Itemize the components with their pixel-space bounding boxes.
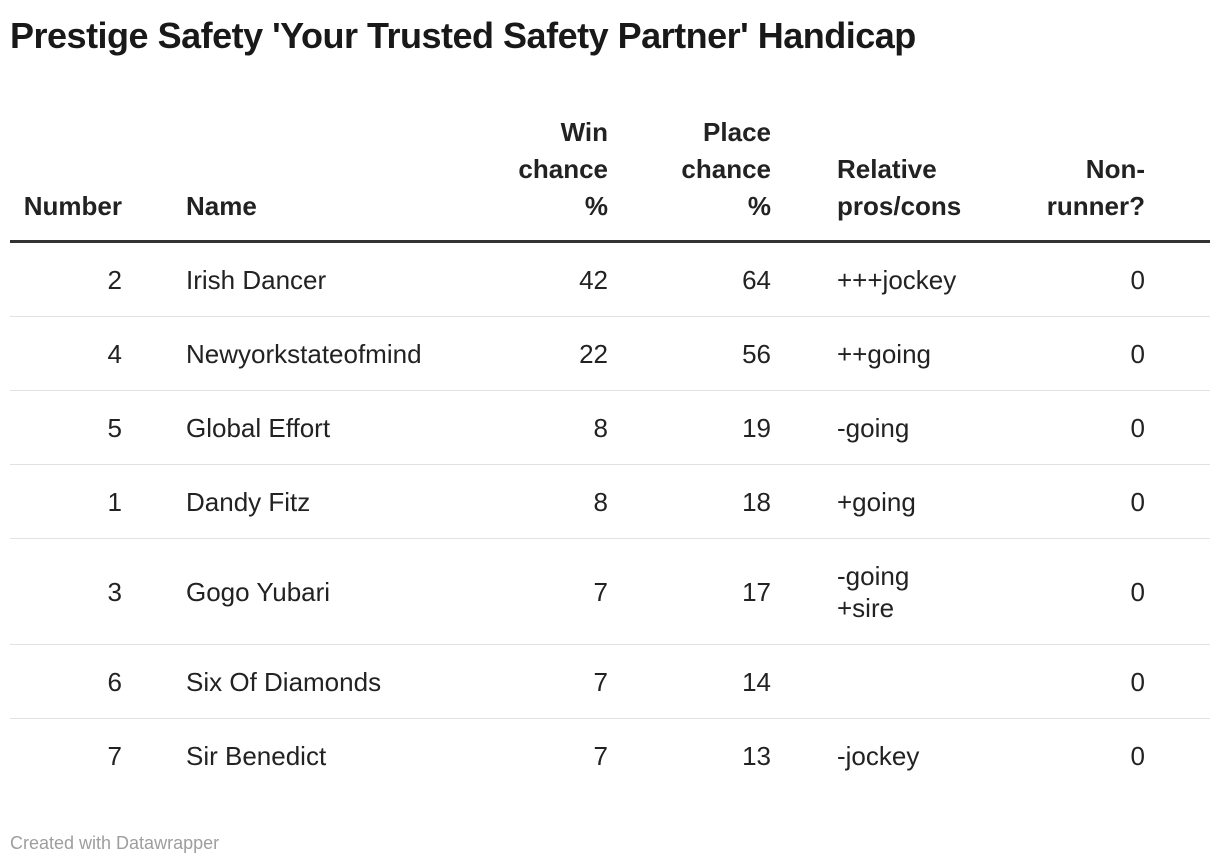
- cell-name: Newyorkstateofmind: [186, 339, 422, 369]
- chart-title: Prestige Safety 'Your Trusted Safety Par…: [10, 15, 916, 56]
- column-header-name: Name: [186, 191, 257, 221]
- column-header-number: Number: [23, 191, 122, 221]
- datawrapper-table-chart: Prestige Safety 'Your Trusted Safety Par…: [0, 14, 1220, 854]
- cell-pros-cons: +going: [837, 487, 916, 517]
- cell-name: Sir Benedict: [186, 741, 327, 771]
- table-row: 3 Gogo Yubari 7 17 -going +sire 0: [10, 539, 1210, 645]
- cell-name: Dandy Fitz: [186, 487, 311, 517]
- table-row: 5 Global Effort 8 19 -going 0: [10, 391, 1210, 465]
- cell-pros-cons: ++going: [837, 339, 931, 369]
- cell-place-chance: 14: [742, 667, 771, 697]
- cell-name: Global Effort: [186, 413, 331, 443]
- cell-pros-cons: +++jockey: [837, 265, 957, 295]
- cell-place-chance: 56: [742, 339, 771, 369]
- cell-win-chance: 7: [593, 577, 608, 607]
- cell-place-chance: 64: [742, 265, 771, 295]
- cell-win-chance: 7: [593, 667, 608, 697]
- cell-number: 5: [107, 413, 122, 443]
- table-row: 1 Dandy Fitz 8 18 +going 0: [10, 465, 1210, 539]
- handicap-table: Number Name Win chance % Place chance % …: [10, 114, 1210, 792]
- column-header-place-chance: Place chance %: [681, 117, 771, 221]
- cell-pros-cons: -going +sire: [837, 561, 910, 623]
- cell-win-chance: 22: [579, 339, 608, 369]
- cell-name: Gogo Yubari: [186, 577, 331, 607]
- cell-win-chance: 8: [593, 413, 608, 443]
- cell-place-chance: 19: [742, 413, 771, 443]
- column-header-non-runner: Non- runner?: [1046, 154, 1145, 221]
- cell-number: 3: [107, 577, 122, 607]
- cell-win-chance: 8: [593, 487, 608, 517]
- table-row: 6 Six Of Diamonds 7 14 0: [10, 645, 1210, 719]
- cell-number: 7: [107, 741, 122, 771]
- cell-win-chance: 42: [579, 265, 608, 295]
- column-header-pros-cons: Relative pros/cons: [837, 154, 962, 221]
- header-row: Number Name Win chance % Place chance % …: [10, 114, 1210, 242]
- cell-non-runner: 0: [1130, 265, 1145, 295]
- cell-place-chance: 18: [742, 487, 771, 517]
- cell-pros-cons: [771, 645, 1000, 719]
- cell-number: 2: [107, 265, 122, 295]
- column-header-win-chance: Win chance %: [518, 117, 608, 221]
- cell-win-chance: 7: [593, 741, 608, 771]
- cell-number: 4: [107, 339, 122, 369]
- table-row: 2 Irish Dancer 42 64 +++jockey 0: [10, 242, 1210, 317]
- table-row: 7 Sir Benedict 7 13 -jockey 0: [10, 719, 1210, 793]
- cell-non-runner: 0: [1130, 741, 1145, 771]
- cell-non-runner: 0: [1130, 487, 1145, 517]
- cell-name: Six Of Diamonds: [186, 667, 382, 697]
- cell-pros-cons: -going: [837, 413, 910, 443]
- cell-non-runner: 0: [1130, 667, 1145, 697]
- cell-number: 1: [107, 487, 122, 517]
- cell-pros-cons: -jockey: [837, 741, 920, 771]
- attribution: Created with Datawrapper: [10, 833, 220, 853]
- cell-name: Irish Dancer: [186, 265, 327, 295]
- cell-place-chance: 13: [742, 741, 771, 771]
- cell-non-runner: 0: [1130, 339, 1145, 369]
- cell-non-runner: 0: [1130, 577, 1145, 607]
- table-row: 4 Newyorkstateofmind 22 56 ++going 0: [10, 317, 1210, 391]
- cell-non-runner: 0: [1130, 413, 1145, 443]
- cell-number: 6: [107, 667, 122, 697]
- cell-place-chance: 17: [742, 577, 771, 607]
